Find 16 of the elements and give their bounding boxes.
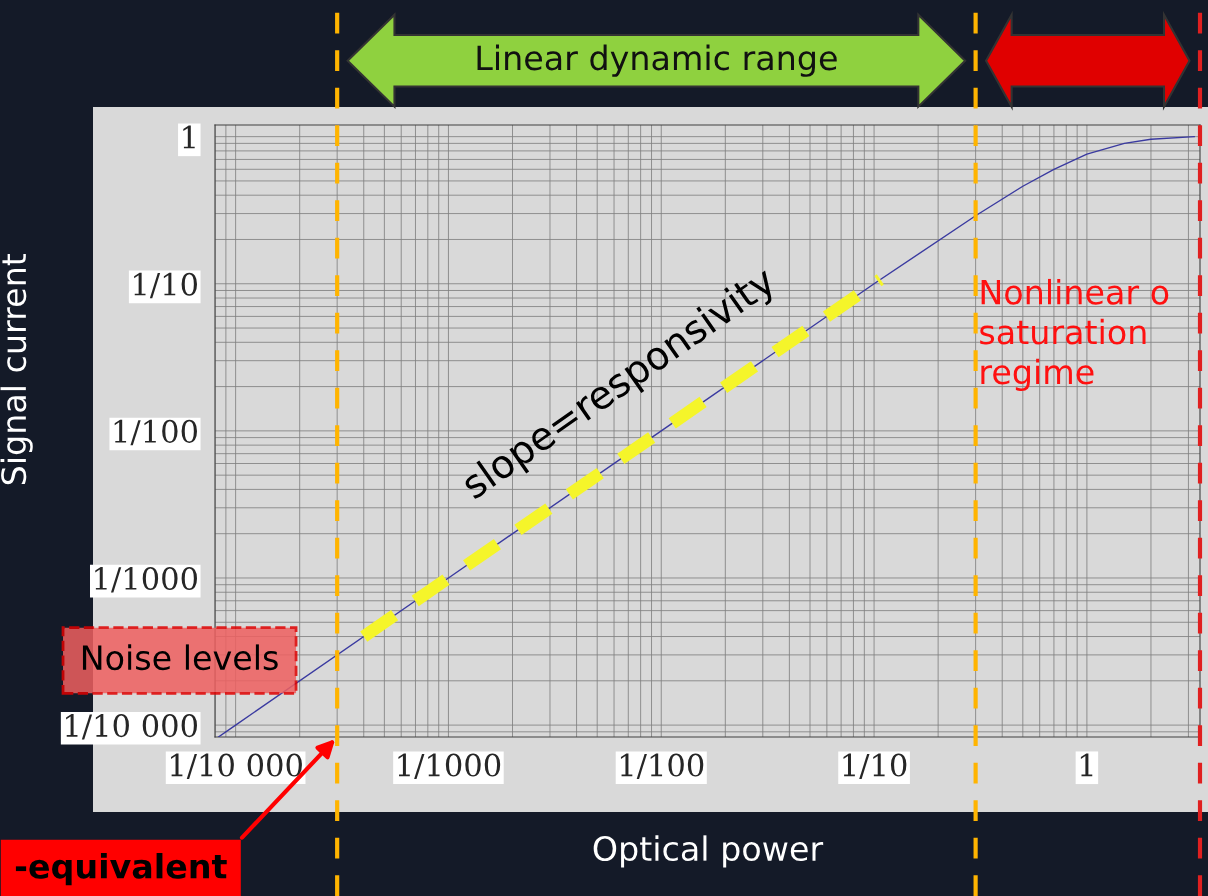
y-axis-title: Signal current <box>0 253 33 485</box>
x-tick-label: 1/10 <box>843 753 907 780</box>
y-tick-label: 1 <box>183 125 195 149</box>
x-tick-label: 1 <box>1080 753 1093 777</box>
y-tick-label: 1/10 <box>134 272 197 299</box>
text: -equivalent <box>15 852 227 886</box>
x-tick-label: 1/100 <box>620 753 704 780</box>
y-tick-label: 1/1000 <box>95 566 197 593</box>
x-tick-label: 1/10 000 <box>171 753 302 780</box>
x-tick-label: 1/1000 <box>398 753 501 780</box>
y-tick-label: 1/10 000 <box>66 714 197 740</box>
x-axis-title: Optical power <box>593 835 824 868</box>
annotation: Noise levels <box>82 644 278 671</box>
annotation: Nonlinear o saturation regime <box>980 278 1169 391</box>
text: Linear dynamic range <box>477 44 837 77</box>
y-tick-label: 1/100 <box>114 419 197 446</box>
